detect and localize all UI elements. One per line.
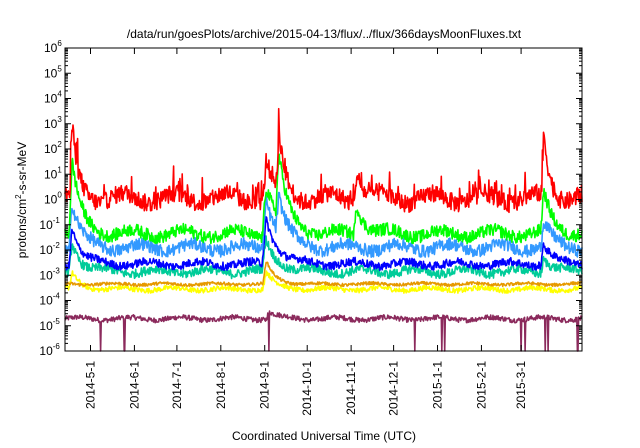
x-tick-label: 2014-8-1	[214, 361, 228, 409]
series-line-1	[64, 270, 583, 294]
y-tick-label: 10-5	[39, 317, 60, 333]
x-tick-label: 2014-9-1	[258, 361, 272, 409]
x-tick-label: 2015-3-1	[514, 361, 528, 409]
y-tick-label: 10-1	[39, 216, 60, 232]
series-line-6	[64, 153, 583, 245]
x-axis: 2014-5-1 2014-6-1 2014-7-1 2014-8-1 2014-9-1…	[83, 48, 528, 416]
series-line-2	[64, 261, 583, 288]
x-tick-label: 2014-11-1	[344, 361, 358, 415]
x-tick-label: 2014-5-1	[83, 361, 97, 409]
x-tick-label: 2015-1-1	[431, 361, 445, 409]
x-tick-label: 2015-2-1	[474, 361, 488, 409]
series-line-4	[64, 216, 583, 272]
y-tick-label: 106	[44, 39, 62, 55]
y-axis: 106 105 104 103 102 101 100 10-1 10-2 10-3 10-4 10-…	[39, 39, 582, 358]
y-tick-label: 104	[44, 90, 62, 106]
x-tick-label: 2014-12-1	[387, 361, 401, 416]
y-tick-label: 105	[44, 64, 62, 80]
series-line-7	[64, 107, 583, 214]
y-tick-label: 101	[44, 165, 62, 181]
series-line-0	[64, 310, 583, 352]
x-tick-label: 2014-10-1	[300, 361, 314, 416]
chart-title: /data/run/goesPlots/archive/2015-04-13/f…	[127, 27, 522, 41]
x-tick-label: 2014-6-1	[127, 361, 141, 409]
y-tick-label: 10-6	[39, 342, 60, 358]
y-tick-label: 10-2	[39, 241, 60, 257]
y-tick-label: 10-3	[39, 266, 60, 282]
series-line-5	[64, 191, 583, 259]
y-axis-label: protons/cm2-s-sr-MeV	[14, 142, 29, 258]
y-tick-label: 10-4	[39, 292, 60, 308]
y-tick-label: 102	[44, 140, 62, 156]
y-tick-label: 103	[44, 115, 62, 131]
y-tick-label: 100	[44, 191, 62, 207]
x-tick-label: 2014-7-1	[170, 361, 184, 409]
x-axis-label: Coordinated Universal Time (UTC)	[232, 429, 416, 443]
series-line-3	[64, 235, 583, 280]
series-layer	[64, 107, 583, 352]
